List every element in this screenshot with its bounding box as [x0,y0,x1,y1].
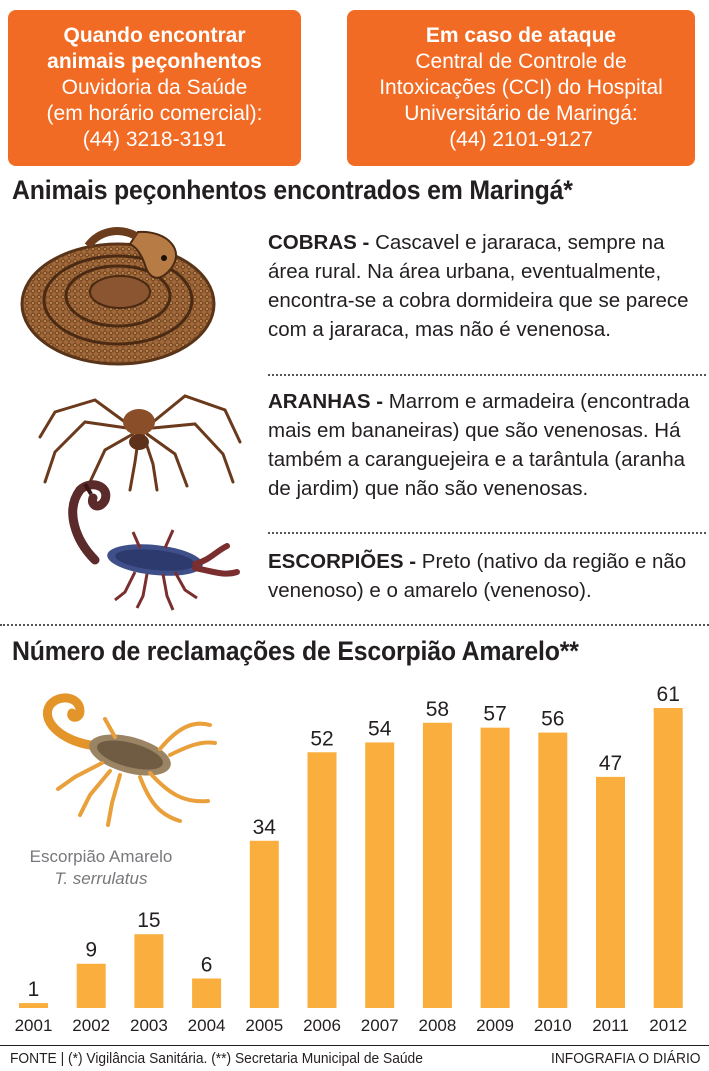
bars-group: 1 2001 9 2002 15 2003 6 2004 34 2005 52 2006 54 2007 5… [15,683,688,1035]
box-left-phone: (44) 3218-3191 [82,128,227,151]
animals-section-title: Animais peçonhentos encontrados em Marin… [12,175,573,205]
x-tick-label-2010: 2010 [534,1016,572,1035]
bar-value-label-2012: 61 [657,683,680,706]
bar-2010 [538,732,568,1008]
bar-value-label-2003: 15 [137,909,160,932]
escorpioes-description: ESCORPIÕES - Preto (nativo da região e n… [268,547,700,605]
bar-2009 [480,727,510,1008]
box-left-title-line2: animais peçonhentos [47,50,262,73]
footer-credit: INFOGRAFIA O DIÁRIO [551,1050,701,1067]
bar-value-label-2006: 52 [310,727,333,750]
bar-2004 [192,978,222,1008]
x-tick-label-2006: 2006 [303,1016,341,1035]
aranhas-text: Marrom e armadeira (encontrada mais em b… [268,390,690,500]
x-tick-label-2002: 2002 [72,1016,110,1035]
yellow-scorpion-illustration [43,693,217,827]
box-right-line3: Intoxicações (CCI) do Hospital [379,76,663,99]
box-left-line4: (em horário comercial): [46,102,263,125]
bar-value-label-2004: 6 [201,953,213,976]
aranhas-label: ARANHAS - [268,390,384,413]
x-tick-label-2005: 2005 [245,1016,283,1035]
bar-2006 [307,752,337,1008]
x-tick-label-2004: 2004 [188,1016,226,1035]
divider-section [0,624,709,626]
x-tick-label-2007: 2007 [361,1016,399,1035]
bar-2005 [249,840,279,1008]
box-right-line2: Central de Controle de [415,50,627,73]
x-tick-label-2009: 2009 [476,1016,514,1035]
x-tick-label-2008: 2008 [418,1016,456,1035]
box-right-phone: (44) 2101-9127 [449,128,593,151]
box-left-title-line1: Quando encontrar [63,24,246,47]
contact-box-attack: Em caso de ataque Central de Controle de… [347,10,695,166]
bar-value-label-2002: 9 [85,939,97,962]
cobras-description: COBRAS - Cascavel e jararaca, sempre na … [268,228,700,344]
bar-value-label-2007: 54 [368,717,392,740]
scorpion-caption: Escorpião Amarelo T. serrulatus [6,846,196,890]
bar-2011 [596,776,625,1008]
bar-value-label-2005: 34 [253,816,277,839]
cobras-label: COBRAS - [268,231,370,254]
bar-value-label-2011: 47 [599,752,622,775]
contact-box-poisonous-animals: Quando encontrar animais peçonhentos Ouv… [8,10,301,166]
complaints-bar-chart: 1 2001 9 2002 15 2003 6 2004 34 2005 52 2006 54 2007 5… [15,683,688,1035]
spider-illustration [38,394,242,492]
divider-cobras [268,374,706,376]
bar-2012 [653,708,683,1008]
box-left-line3: Ouvidoria da Saúde [61,76,248,99]
bar-value-label-2009: 57 [483,703,506,726]
bar-2003 [134,934,164,1008]
snake-illustration [20,227,216,366]
box-right-line4: Universitário de Maringá: [404,102,638,125]
x-tick-label-2003: 2003 [130,1016,168,1035]
bar-value-label-2010: 56 [541,708,564,731]
footer-divider [0,1045,709,1046]
footer-source: FONTE | (*) Vigilância Sanitária. (**) S… [10,1050,423,1067]
complaints-section-title: Número de reclamações de Escorpião Amare… [12,636,579,666]
escorpioes-text: Preto (nativo da região e não venenoso) … [268,550,687,602]
dark-scorpion-illustration [68,480,240,611]
bar-value-label-2008: 58 [426,698,449,721]
caption-name: Escorpião Amarelo [29,847,173,866]
bar-2001 [19,1003,48,1008]
cobras-text: Cascavel e jararaca, sempre na área rura… [268,231,689,341]
x-tick-label-2001: 2001 [15,1016,53,1035]
escorpioes-label: ESCORPIÕES - [268,550,417,573]
x-tick-label-2012: 2012 [649,1016,687,1035]
bar-value-label-2001: 1 [28,978,40,1001]
box-right-title: Em caso de ataque [425,24,617,47]
divider-aranhas [268,532,706,534]
bar-2007 [365,742,395,1008]
bar-2008 [422,722,452,1008]
x-tick-label-2011: 2011 [592,1016,629,1035]
bar-2002 [76,963,106,1008]
caption-species: T. serrulatus [54,869,148,888]
aranhas-description: ARANHAS - Marrom e armadeira (encontrada… [268,387,700,503]
